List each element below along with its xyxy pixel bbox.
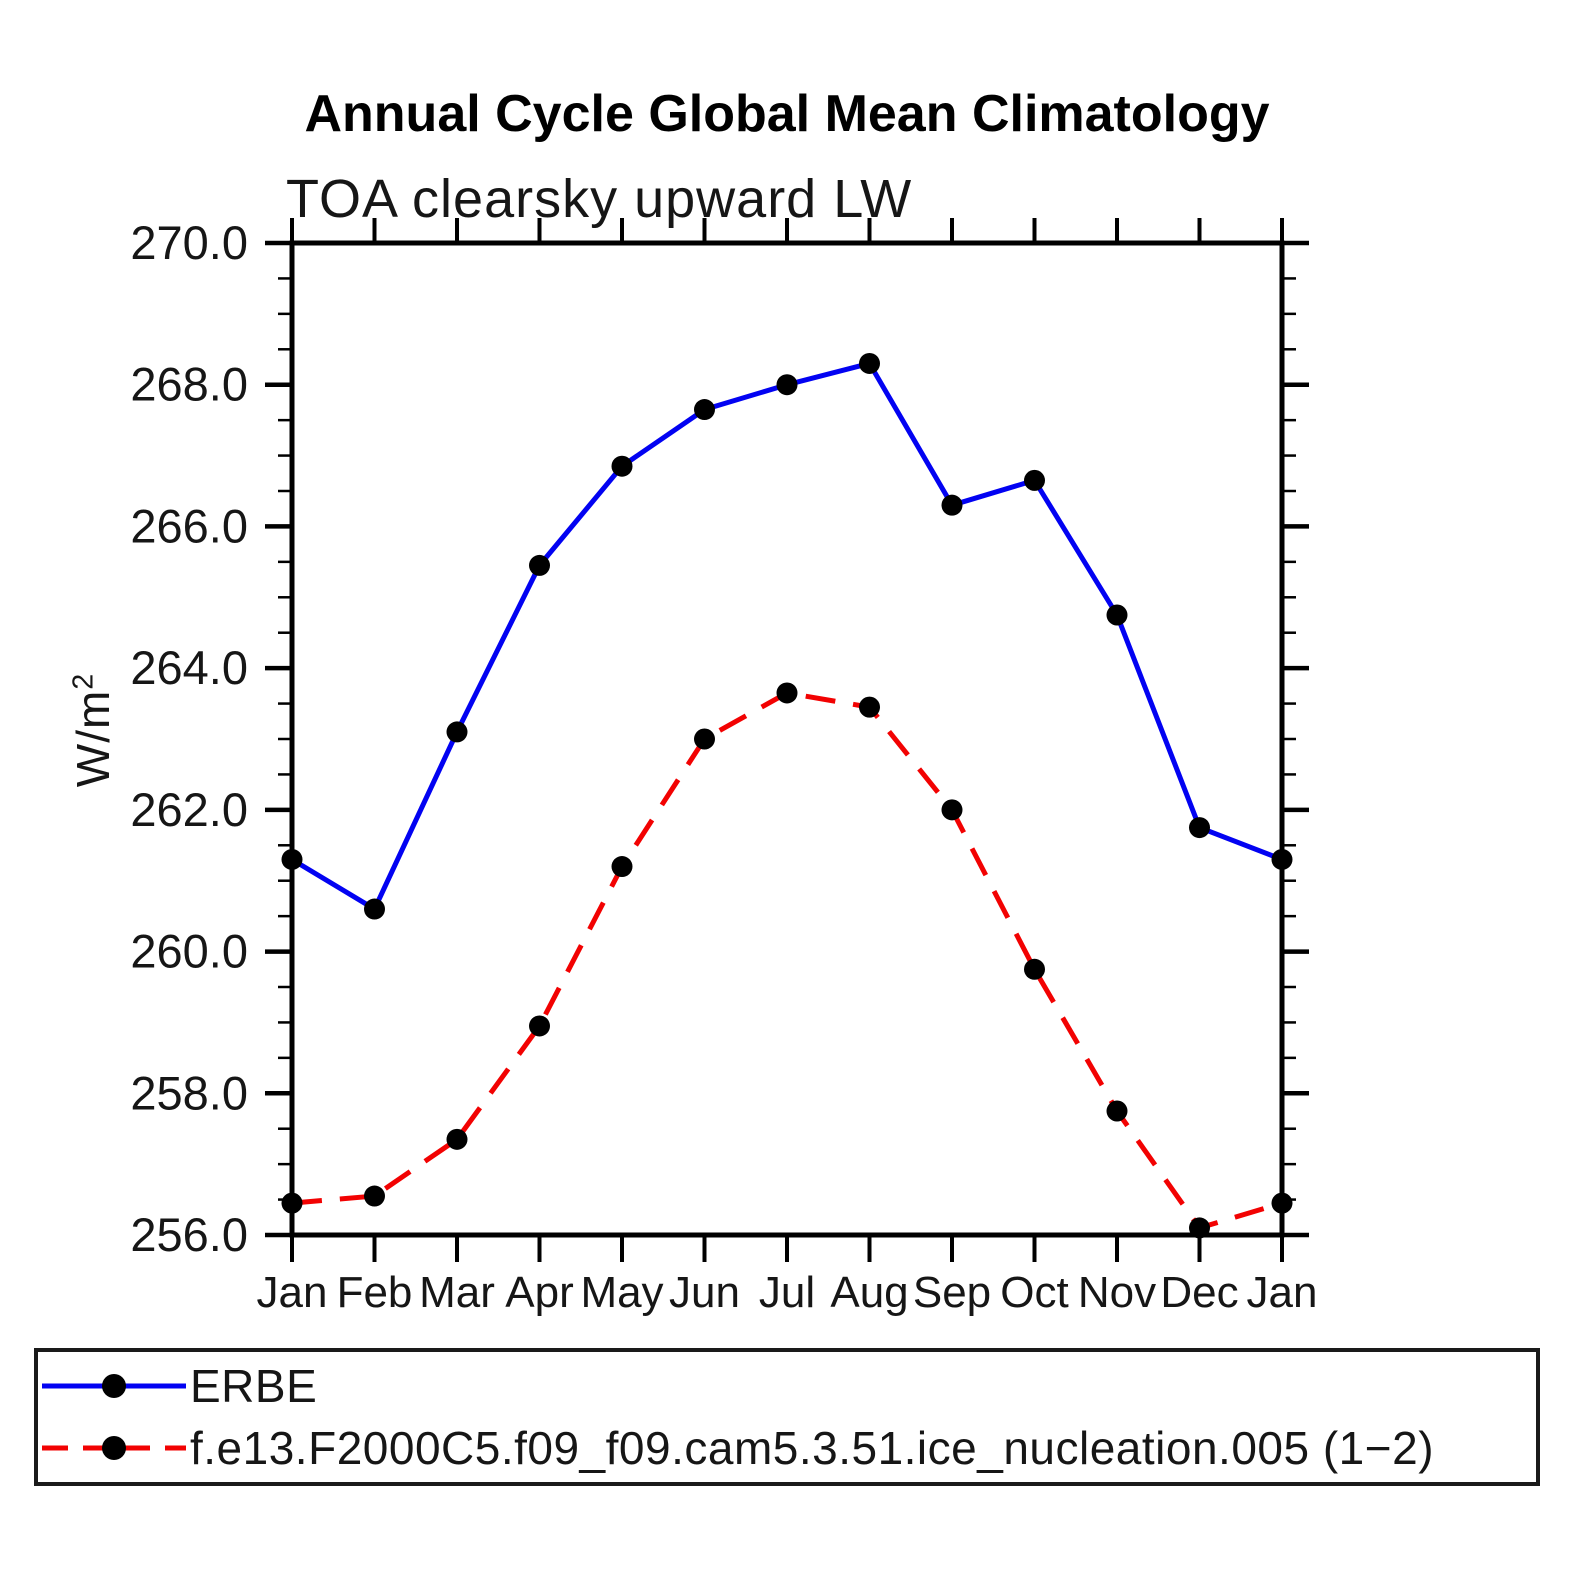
data-point-marker-erbe <box>446 721 468 743</box>
legend-solid-line-icon <box>42 1373 186 1398</box>
data-point-marker-model <box>859 696 880 718</box>
x-axis-tick-label: May <box>580 1268 663 1317</box>
data-point-marker-model <box>1106 1100 1128 1122</box>
y-axis-tick-label: 258.0 <box>130 1066 248 1119</box>
y-axis-tick-label: 268.0 <box>130 358 248 411</box>
x-axis-tick-label: Nov <box>1078 1268 1156 1317</box>
data-point-marker-model <box>1189 1217 1210 1239</box>
data-point-marker-model <box>941 799 963 821</box>
y-axis-tick-label: 262.0 <box>130 783 248 836</box>
data-point-marker-model <box>694 728 715 750</box>
y-axis-tick-label: 266.0 <box>130 499 248 552</box>
x-axis-tick-label: Jan <box>1247 1268 1318 1317</box>
x-axis-tick-label: Apr <box>505 1268 573 1317</box>
data-point-marker-model <box>611 856 633 878</box>
x-axis-tick-label: Aug <box>830 1268 908 1317</box>
data-point-marker-erbe <box>281 848 303 870</box>
x-axis-tick-label: Feb <box>337 1268 413 1317</box>
data-point-marker-erbe <box>364 898 385 920</box>
legend-item-model: f.e13.F2000C5.f09_f09.cam5.3.51.ice_nucl… <box>38 1419 1536 1477</box>
y-axis-tick-label: 264.0 <box>130 641 248 694</box>
data-point-marker-erbe <box>1271 848 1293 870</box>
data-point-marker-erbe <box>1106 604 1128 626</box>
legend-item-erbe: ERBE <box>38 1357 1536 1415</box>
series-line-erbe <box>290 360 1283 912</box>
data-point-marker-model <box>529 1015 550 1037</box>
chart-title: Annual Cycle Global Mean Climatology <box>304 85 1270 143</box>
data-point-marker-erbe <box>529 554 550 576</box>
data-point-marker-model <box>1271 1192 1293 1214</box>
legend-label-model: f.e13.F2000C5.f09_f09.cam5.3.51.ice_nucl… <box>190 1422 1435 1475</box>
data-point-marker-erbe <box>611 455 633 477</box>
data-point-marker-erbe <box>859 352 880 374</box>
x-axis-tick-label: Oct <box>1000 1268 1068 1317</box>
data-point-marker-erbe <box>694 399 715 421</box>
y-axis-tick-label: 270.0 <box>130 216 248 269</box>
data-point-marker-erbe <box>1024 469 1045 491</box>
data-point-marker-model <box>776 682 798 704</box>
legend-box: ERBE f.e13.F2000C5.f09_f09.cam5.3.51.ice… <box>34 1348 1540 1486</box>
x-axis-tick-label: Sep <box>913 1268 991 1317</box>
data-point-marker-model <box>446 1128 468 1150</box>
data-point-marker-erbe <box>1189 817 1210 839</box>
y-axis-tick-label: 256.0 <box>130 1208 248 1261</box>
data-point-marker-model <box>364 1185 385 1207</box>
data-point-marker-model <box>1024 958 1045 980</box>
x-axis-tick-label: Jun <box>669 1268 740 1317</box>
y-axis-tick-label: 260.0 <box>130 925 248 978</box>
x-axis-tick-label: Dec <box>1160 1268 1238 1317</box>
legend-label-erbe: ERBE <box>190 1359 318 1412</box>
data-point-marker-erbe <box>776 374 798 396</box>
legend-dashed-line-icon <box>42 1436 186 1461</box>
plot-frame <box>289 240 1285 1238</box>
chart-subtitle: TOA clearsky upward LW <box>286 169 913 229</box>
x-axis-tick-label: Jan <box>257 1268 328 1317</box>
x-axis-tick-label: Jul <box>759 1268 815 1317</box>
data-point-marker-erbe <box>941 494 963 516</box>
data-point-marker-model <box>281 1192 303 1214</box>
x-axis-tick-label: Mar <box>419 1268 495 1317</box>
